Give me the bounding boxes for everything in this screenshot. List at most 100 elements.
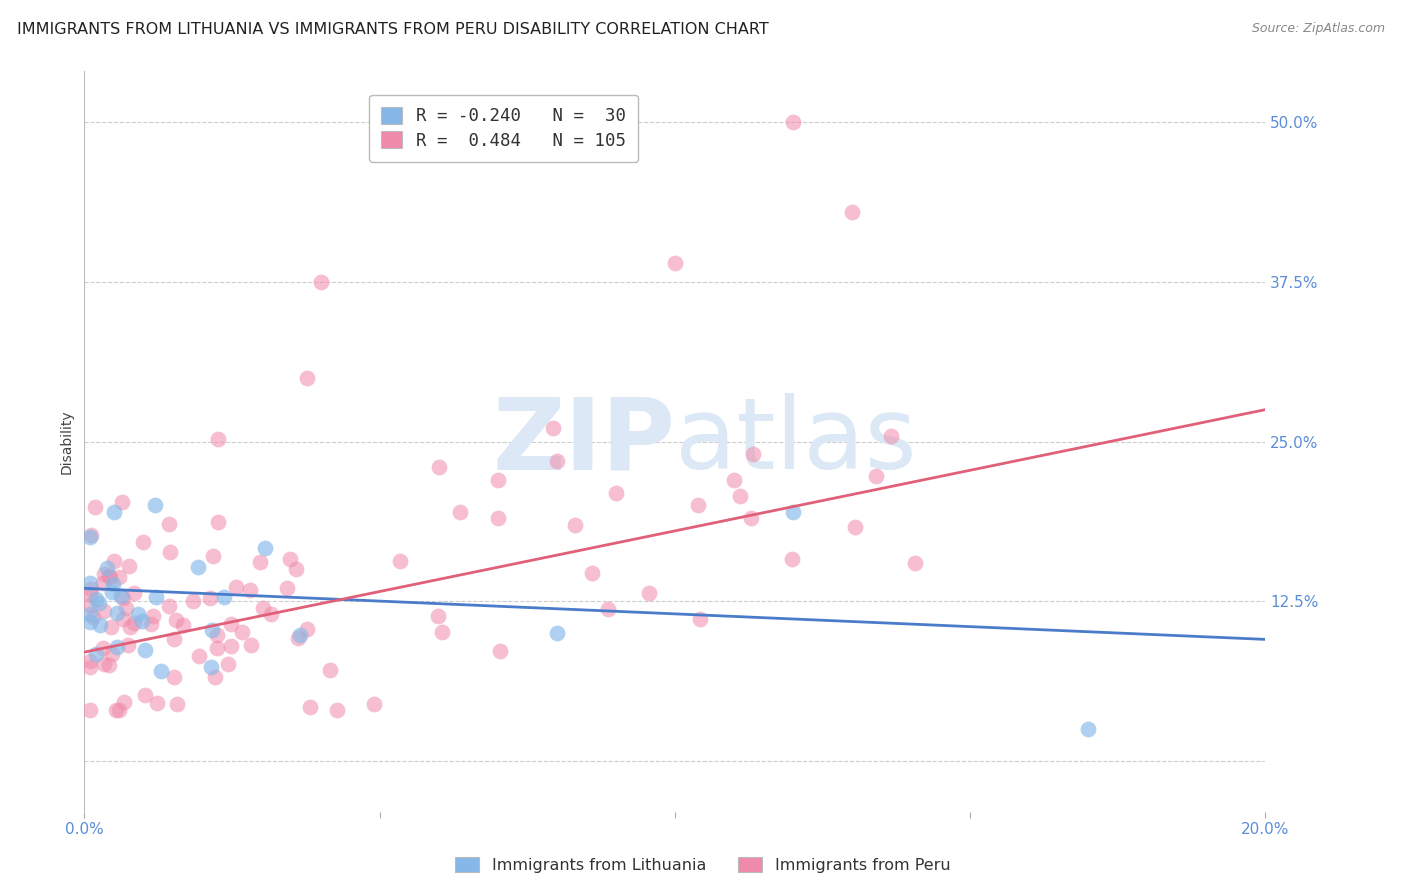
Point: [664, 256, 686, 270]
Point: [122, 615, 145, 630]
Point: [1077, 722, 1099, 736]
Point: [93, 640, 115, 655]
Point: [145, 590, 167, 604]
Point: [432, 624, 454, 639]
Point: [103, 505, 125, 519]
Point: [541, 420, 564, 434]
Point: [841, 204, 863, 219]
Point: [84, 592, 107, 607]
Point: [79, 607, 101, 622]
Point: [80, 528, 103, 542]
Point: [100, 620, 122, 634]
Point: [101, 577, 124, 591]
Point: [295, 370, 318, 384]
Point: [163, 670, 186, 684]
Point: [205, 628, 228, 642]
Point: [546, 626, 568, 640]
Point: [111, 495, 134, 509]
Point: [112, 695, 135, 709]
Point: [219, 616, 242, 631]
Point: [98, 569, 121, 583]
Text: ZIP: ZIP: [492, 393, 675, 490]
Point: [100, 585, 122, 599]
Point: [260, 607, 283, 622]
Point: [150, 665, 173, 679]
Point: [117, 638, 139, 652]
Point: [844, 520, 866, 534]
Point: [388, 554, 411, 568]
Point: [79, 703, 101, 717]
Point: [79, 598, 101, 612]
Point: [202, 549, 225, 563]
Point: [188, 648, 211, 663]
Point: [240, 639, 263, 653]
Legend: Immigrants from Lithuania, Immigrants from Peru: Immigrants from Lithuania, Immigrants fr…: [449, 851, 957, 880]
Point: [546, 453, 568, 467]
Point: [486, 473, 509, 487]
Point: [79, 654, 101, 668]
Point: [143, 499, 166, 513]
Point: [225, 580, 247, 594]
Point: [728, 489, 751, 503]
Point: [79, 659, 101, 673]
Point: [742, 447, 765, 461]
Point: [204, 670, 226, 684]
Point: [103, 553, 125, 567]
Point: [79, 615, 101, 630]
Point: [253, 541, 276, 556]
Point: [110, 589, 132, 603]
Point: [865, 468, 887, 483]
Point: [427, 460, 450, 475]
Point: [118, 559, 141, 574]
Point: [295, 623, 318, 637]
Point: [89, 596, 111, 610]
Point: [427, 608, 450, 623]
Point: [207, 432, 229, 446]
Point: [83, 500, 105, 514]
Point: [198, 591, 221, 605]
Point: [157, 599, 180, 613]
Point: [134, 642, 156, 657]
Point: [605, 485, 627, 500]
Point: [740, 511, 762, 525]
Point: [219, 640, 242, 654]
Point: [581, 566, 603, 580]
Point: [309, 275, 332, 289]
Point: [114, 601, 136, 615]
Point: [107, 570, 129, 584]
Point: [688, 498, 710, 512]
Point: [127, 607, 149, 621]
Point: [97, 568, 120, 582]
Point: [217, 657, 239, 671]
Point: [91, 576, 114, 591]
Point: [132, 534, 155, 549]
Point: [780, 552, 803, 566]
Point: [879, 429, 901, 443]
Point: [689, 612, 711, 626]
Point: [163, 632, 186, 647]
Point: [205, 640, 228, 655]
Point: [486, 511, 509, 525]
Text: atlas: atlas: [675, 393, 917, 490]
Point: [142, 608, 165, 623]
Point: [105, 607, 128, 621]
Point: [93, 657, 115, 672]
Point: [723, 473, 745, 487]
Point: [326, 703, 349, 717]
Point: [84, 647, 107, 661]
Point: [239, 583, 262, 598]
Point: [146, 696, 169, 710]
Point: [252, 600, 274, 615]
Point: [284, 562, 307, 576]
Point: [637, 586, 659, 600]
Point: [93, 567, 115, 582]
Point: [79, 530, 101, 544]
Point: [111, 591, 134, 606]
Point: [278, 552, 301, 566]
Point: [288, 628, 311, 642]
Point: [449, 505, 471, 519]
Point: [141, 616, 163, 631]
Point: [249, 555, 271, 569]
Point: [118, 619, 141, 633]
Point: [287, 631, 309, 645]
